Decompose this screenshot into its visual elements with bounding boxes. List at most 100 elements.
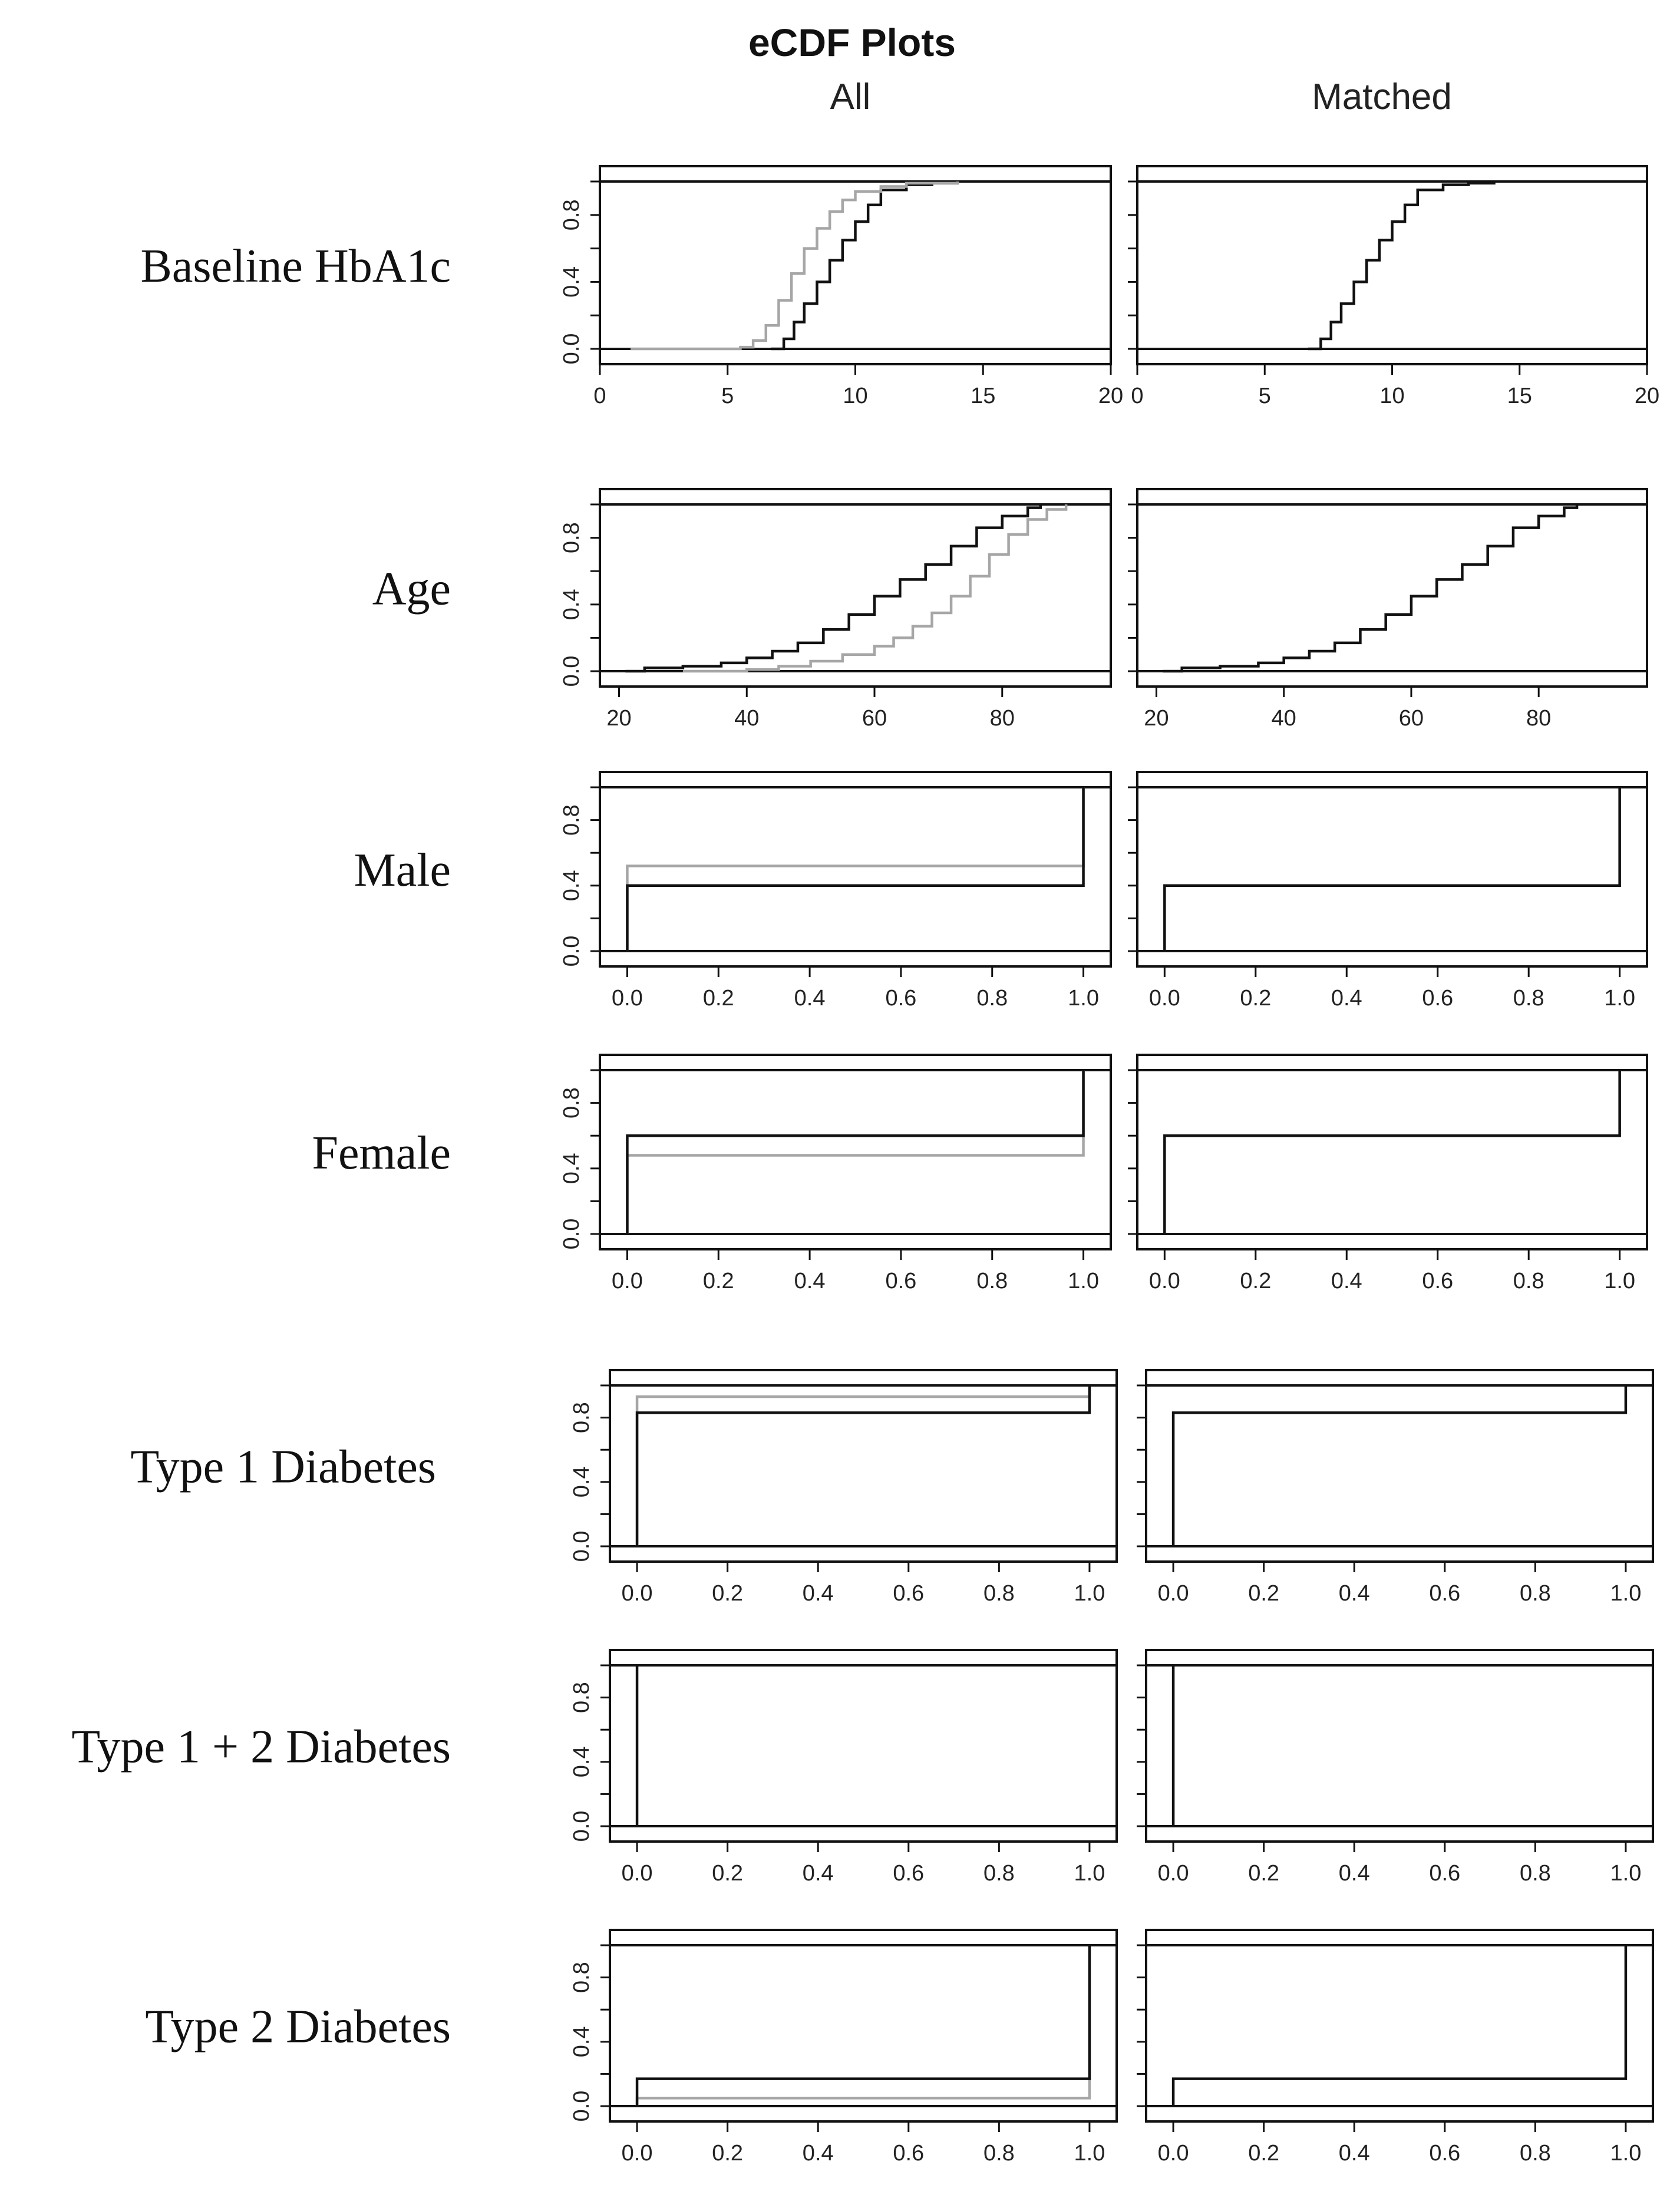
- x-tick-label: 0.0: [1158, 2141, 1189, 2166]
- x-tick-label: 1.0: [1068, 1269, 1099, 1293]
- x-tick-label: 0.4: [1331, 986, 1362, 1011]
- plot-frame: [1136, 771, 1648, 968]
- x-tick-label: 0.6: [885, 1269, 916, 1293]
- x-tick-label: 0.2: [1240, 1269, 1271, 1293]
- y-tick-label: 0.4: [559, 870, 584, 901]
- x-tick-label: 0.6: [1422, 986, 1453, 1011]
- ecdf-line-treated: [1163, 1070, 1621, 1234]
- x-tick-label: 0.0: [612, 986, 643, 1011]
- x-tick-label: 1.0: [1068, 986, 1099, 1011]
- plot-frame: [1145, 1649, 1654, 1843]
- ecdf-line-treated: [1171, 1945, 1628, 2106]
- y-tick-label: 0.0: [559, 334, 584, 365]
- panel-matched-male: 0.0 0.2 0.4 0.6 0.8 1.0: [1128, 771, 1648, 1011]
- x-tick-label: 0.6: [1429, 2141, 1460, 2166]
- plot-frame: [1145, 1369, 1654, 1563]
- panel-all-age: 20 40 60 80 0.0 0.4 0.8: [559, 488, 1112, 731]
- column-header-all: All: [830, 77, 871, 117]
- ecdf-line-treated: [625, 504, 1042, 673]
- x-tick-label: 5: [721, 384, 734, 408]
- plot-frame: [599, 1054, 1112, 1250]
- x-tick-label: 1.0: [1074, 1861, 1105, 1886]
- x-tick-label: 0.2: [1248, 1861, 1279, 1886]
- x-tick-label: 0.4: [803, 1581, 834, 1606]
- x-tick-label: 0.4: [803, 1861, 834, 1886]
- x-tick-label: 1.0: [1610, 1861, 1642, 1886]
- x-tick-label: 0.2: [703, 1269, 734, 1293]
- x-tick-label: 60: [862, 706, 887, 731]
- x-tick-label: 1.0: [1610, 2141, 1642, 2166]
- x-tick-label: 0.8: [983, 1581, 1015, 1606]
- ecdf-line-treated: [635, 1385, 1091, 1546]
- panel-matched-type-1-2-diabetes: 0.0 0.2 0.4 0.6 0.8 1.0: [1137, 1649, 1654, 1886]
- ecdf-line-treated: [626, 1070, 1085, 1234]
- x-tick-label: 0.6: [893, 1581, 924, 1606]
- x-tick-label: 40: [734, 706, 759, 731]
- row-label: Type 2 Diabetes: [145, 2001, 451, 2053]
- x-tick-label: 1.0: [1610, 1581, 1642, 1606]
- x-tick-label: 0.0: [622, 2141, 653, 2166]
- ecdf-line-control: [626, 1070, 1085, 1234]
- x-tick-label: 1.0: [1074, 1581, 1105, 1606]
- ecdf-line-treated: [1308, 182, 1496, 351]
- panel-all-type-2-diabetes: 0.0 0.2 0.4 0.6 0.8 1.0 0.0 0.4 0.8: [569, 1929, 1118, 2166]
- y-tick-label: 0.0: [559, 936, 584, 967]
- panel-matched-type-2-diabetes: 0.0 0.2 0.4 0.6 0.8 1.0: [1137, 1929, 1654, 2166]
- row-label: Age: [372, 563, 451, 615]
- x-tick-label: 15: [971, 384, 995, 408]
- plot-frame: [599, 771, 1112, 968]
- plot-frame: [599, 488, 1112, 688]
- ecdf-line-control: [635, 1945, 1091, 2106]
- x-tick-label: 20: [1144, 706, 1169, 731]
- x-tick-label: 20: [1098, 384, 1123, 408]
- x-tick-label: 0.6: [1422, 1269, 1453, 1293]
- x-tick-label: 0.8: [1513, 986, 1544, 1011]
- x-tick-label: 10: [843, 384, 867, 408]
- panel-all-baseline-hba1c: 0 5 10 15 20 0.0 0.4 0.8: [559, 165, 1123, 408]
- y-tick-label: 0.0: [569, 1811, 594, 1842]
- y-tick-label: 0.0: [559, 1219, 584, 1250]
- x-tick-label: 0.2: [703, 986, 734, 1011]
- panel-matched-age: 20 40 60 80: [1128, 488, 1648, 731]
- x-tick-label: 0.4: [1339, 1581, 1370, 1606]
- x-tick-label: 0.4: [1339, 1861, 1370, 1886]
- x-tick-label: 0.0: [622, 1581, 653, 1606]
- chart-title: eCDF Plots: [748, 21, 956, 64]
- x-tick-label: 20: [606, 706, 631, 731]
- x-tick-label: 0.2: [1248, 1581, 1279, 1606]
- x-tick-label: 0.6: [893, 2141, 924, 2166]
- x-tick-label: 80: [1526, 706, 1551, 731]
- x-tick-label: 1.0: [1604, 986, 1635, 1011]
- x-tick-label: 0.2: [1240, 986, 1271, 1011]
- column-header-matched: Matched: [1312, 77, 1452, 117]
- x-tick-label: 0.4: [794, 986, 826, 1011]
- y-tick-label: 0.4: [569, 1466, 594, 1497]
- x-tick-label: 0.0: [1149, 1269, 1180, 1293]
- x-tick-label: 1.0: [1074, 2141, 1105, 2166]
- x-tick-label: 0.6: [885, 986, 916, 1011]
- x-tick-label: 0.8: [1520, 2141, 1551, 2166]
- row-label: Male: [354, 844, 451, 896]
- x-tick-label: 0.0: [1149, 986, 1180, 1011]
- x-tick-label: 0.4: [1331, 1269, 1362, 1293]
- ecdf-line-treated: [626, 787, 1085, 951]
- plot-frame: [1136, 165, 1648, 365]
- plot-frame: [1136, 488, 1648, 688]
- y-tick-label: 0.0: [559, 656, 584, 687]
- x-tick-label: 0.8: [983, 2141, 1015, 2166]
- x-tick-label: 0.8: [976, 986, 1008, 1011]
- plot-frame: [1136, 1054, 1648, 1250]
- plot-frame: [1145, 1929, 1654, 2123]
- y-tick-label: 0.4: [559, 266, 584, 298]
- x-tick-label: 0.6: [893, 1861, 924, 1886]
- ecdf-line-control: [682, 504, 1068, 673]
- x-tick-label: 0.0: [622, 1861, 653, 1886]
- x-tick-label: 5: [1259, 384, 1271, 408]
- panel-matched-baseline-hba1c: 0 5 10 15 20: [1128, 165, 1659, 408]
- x-tick-label: 0.2: [712, 2141, 743, 2166]
- plot-frame: [609, 1929, 1118, 2123]
- panel-row-age: Age 20 40 60 80 0.0 0.4 0.8 20 40 60 80: [372, 488, 1648, 731]
